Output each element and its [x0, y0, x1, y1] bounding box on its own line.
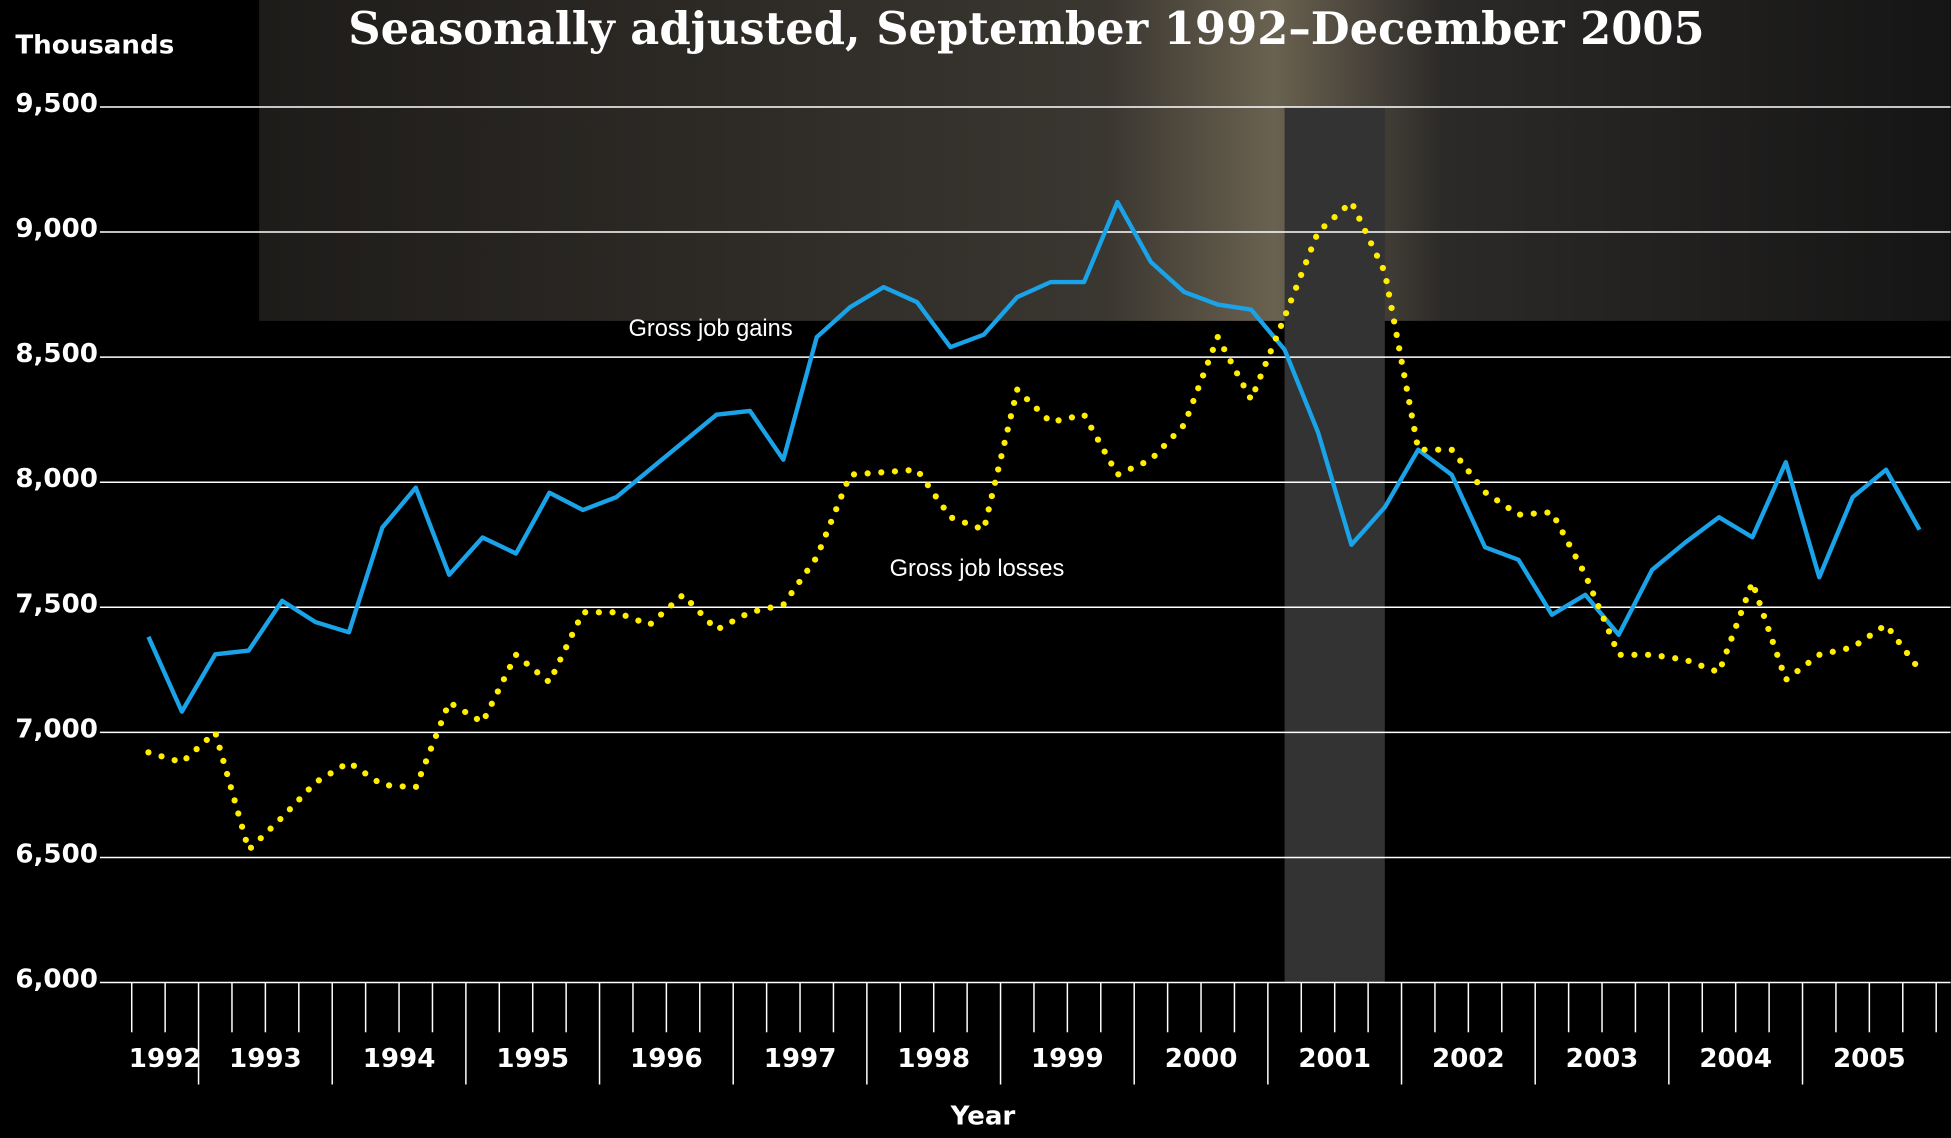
x-tick-label: 1999 [1031, 1044, 1104, 1074]
legend-label: Gross job losses [890, 556, 1065, 582]
x-tick-label: 2001 [1298, 1044, 1371, 1074]
y-tick-label: 8,000 [15, 464, 98, 494]
y-tick-label: 7,500 [15, 589, 98, 619]
series-line [146, 199, 1922, 714]
background-photo [259, 0, 1951, 321]
legend-label: Gross job gains [629, 316, 793, 342]
x-tick-label: 2002 [1432, 1044, 1505, 1074]
y-tick-label: 7,000 [15, 714, 98, 744]
y-tick-label: 6,000 [15, 965, 98, 995]
x-tick-label: 1997 [764, 1044, 837, 1074]
x-axis-label: Year [950, 1101, 1016, 1131]
y-tick-label: 6,500 [15, 839, 98, 869]
x-tick-label: 1995 [496, 1044, 569, 1074]
y-tick-label: 8,500 [15, 339, 98, 369]
x-tick-label: 2000 [1165, 1044, 1238, 1074]
x-tick-label: 1992 [129, 1044, 202, 1074]
x-tick-label: 2003 [1566, 1044, 1639, 1074]
y-tick-label: 9,000 [15, 214, 98, 244]
x-tick-label: 2005 [1833, 1044, 1906, 1074]
recession-shade [1284, 106, 1385, 983]
y-tick-label: 9,500 [15, 89, 98, 119]
x-tick-label: 2004 [1699, 1044, 1772, 1074]
x-tick-label: 1993 [229, 1044, 302, 1074]
x-tick-label: 1994 [363, 1044, 436, 1074]
y-axis-label: Thousands [15, 31, 174, 61]
x-tick-label: 1998 [897, 1044, 970, 1074]
x-tick-label: 1996 [630, 1044, 703, 1074]
chart-title: Seasonally adjusted, September 1992–Dece… [348, 2, 1704, 55]
